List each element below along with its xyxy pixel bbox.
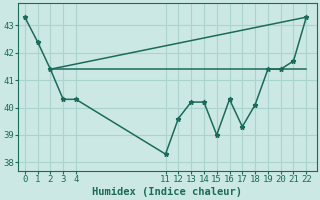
X-axis label: Humidex (Indice chaleur): Humidex (Indice chaleur) <box>92 186 243 197</box>
